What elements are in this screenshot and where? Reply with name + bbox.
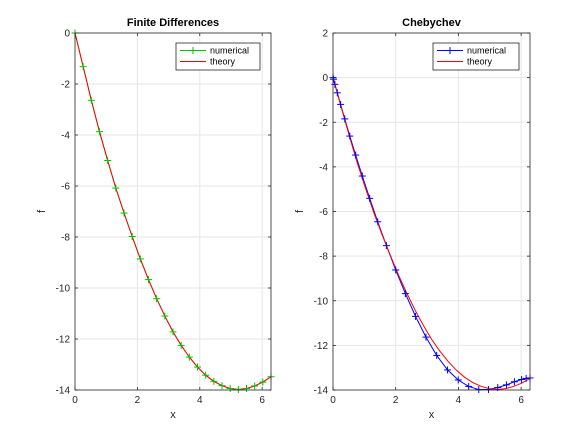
y-tick-label: -8 [61,233,70,244]
data-point-numerical [358,172,366,180]
data-point-numerical [382,242,390,250]
data-point-numerical [234,385,242,393]
y-tick-label: -8 [319,252,328,263]
x-tick-label: 6 [259,395,265,406]
data-point-numerical [484,386,492,394]
data-point-numerical [194,363,202,371]
data-point-numerical [331,80,339,88]
y-tick-label: -4 [61,131,70,142]
legend-label-numerical: numerical [467,46,506,56]
data-point-numerical [346,132,354,140]
data-point-numerical [465,382,473,390]
y-tick-label: -10 [56,284,71,295]
axes-background [75,33,271,390]
chart-title: Finite Differences [127,17,219,29]
data-point-numerical [433,351,441,359]
y-tick-label: -12 [314,341,329,352]
data-point-numerical [329,75,337,83]
data-point-numerical [112,184,120,192]
x-tick-label: 2 [135,395,141,406]
y-tick-label: 2 [322,29,328,40]
data-point-numerical [259,378,267,386]
data-point-numerical [202,371,210,379]
data-point-numerical [374,218,382,226]
data-point-numerical [95,128,103,136]
data-point-numerical [510,378,518,386]
data-point-numerical [243,384,251,392]
axes-frame [332,32,531,391]
data-point-numerical [251,382,259,390]
data-point-numerical [502,381,510,389]
y-tick-label: 0 [64,29,70,40]
y-tick-label: -4 [319,162,328,173]
x-axis-label: x [170,409,176,421]
data-point-numerical [185,353,193,361]
data-point-numerical [136,255,144,263]
y-tick-label: -14 [314,386,329,397]
data-point-numerical [412,312,420,320]
legend-label-numerical: numerical [210,46,249,56]
x-tick-label: 4 [197,395,203,406]
data-point-numerical [79,63,87,71]
legend-label-theory: theory [467,57,493,67]
data-point-numerical [169,328,177,336]
data-point-numerical [177,341,185,349]
y-tick-label: -12 [56,335,71,346]
data-point-numerical [218,382,226,390]
data-point-numerical [401,290,409,298]
data-point-numerical [444,366,452,374]
y-tick-label: -6 [61,182,70,193]
x-tick-label: 0 [72,395,78,406]
x-tick-label: 6 [518,395,524,406]
data-point-numerical [153,295,161,303]
data-point-numerical [104,157,112,164]
data-point-numerical [392,266,400,274]
data-point-numerical [422,333,430,341]
data-point-numerical [337,100,345,108]
data-point-numerical [518,376,526,384]
data-point-numerical [454,376,462,384]
legend-box [175,42,261,71]
data-point-numerical [226,384,234,392]
data-point-numerical [366,194,374,202]
x-tick-label: 0 [330,395,336,406]
data-point-numerical [333,89,341,97]
y-tick-label: -2 [319,118,328,129]
data-point-numerical [144,276,152,284]
data-point-numerical [161,312,169,320]
x-tick-label: 4 [456,395,462,406]
y-tick-label: -10 [314,296,329,307]
data-point-numerical [352,151,360,159]
y-axis-label: f [294,209,306,213]
data-point-numerical [341,115,349,123]
subplot-2: 0 2 4 6 2 0 -2 -4 -6 -8 -10 -12 -14 Chebychev x f numeri… [294,17,534,421]
subplot-1: 0 2 4 6 0 -2 -4 -6 -8 -10 -12 -14 Finite Differences… [36,17,275,421]
data-point-numerical [120,209,128,217]
legend-label-theory: theory [210,57,236,67]
data-point-numerical [475,386,483,394]
y-tick-label: -6 [319,207,328,218]
x-axis-label: x [429,409,435,421]
y-tick-label: 0 [322,73,328,84]
y-axis-label: f [36,209,48,213]
chart-title: Chebychev [402,17,462,29]
y-tick-label: -2 [61,80,70,91]
data-point-numerical [210,377,218,385]
axes-frame [74,32,272,391]
legend-box [432,42,520,71]
y-tick-label: -14 [56,386,71,397]
data-point-numerical [87,96,95,104]
x-tick-label: 2 [393,395,399,406]
series-line-theory [333,77,531,391]
data-point-numerical [128,232,136,240]
